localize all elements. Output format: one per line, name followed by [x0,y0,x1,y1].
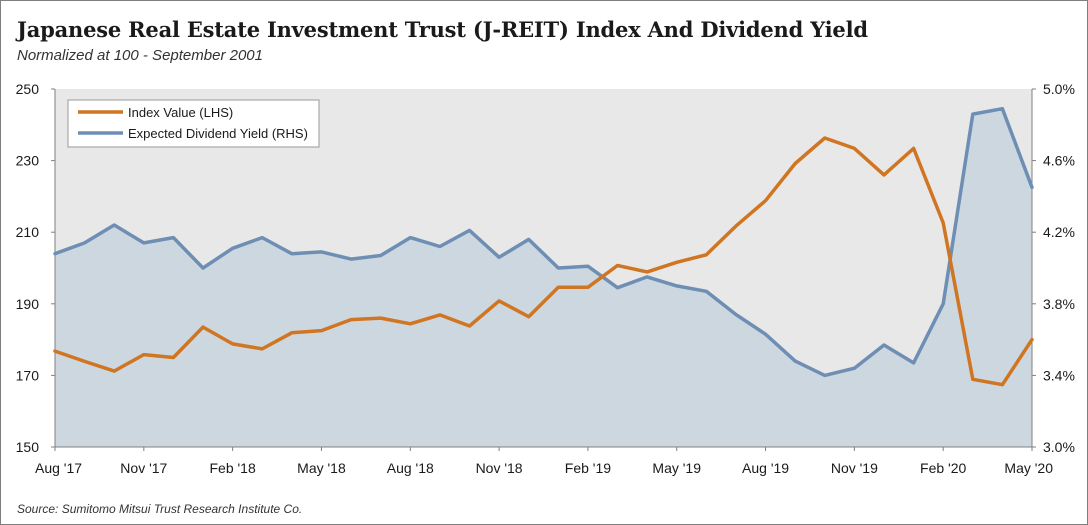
left-axis-tick-label: 210 [16,224,40,240]
x-axis-tick-label: May '20 [1004,460,1053,476]
chart-title: Japanese Real Estate Investment Trust (J… [17,17,868,42]
x-axis-tick-label: Nov '19 [831,460,878,476]
right-axis-tick-label: 3.4% [1043,367,1075,383]
left-axis-tick-label: 190 [16,296,40,312]
left-axis-tick-label: 250 [16,81,40,97]
lines-layer [53,106,1034,387]
yield-area-layer [55,108,1032,447]
x-axis-tick-label: Feb '19 [565,460,611,476]
x-axis-tick-label: May '18 [297,460,346,476]
right-axis-tick-label: 3.0% [1043,439,1075,455]
x-axis-tick-label: May '19 [652,460,701,476]
right-axis-tick-label: 4.2% [1043,224,1075,240]
source-note: Source: Sumitomo Mitsui Trust Research I… [17,502,303,516]
legend-label: Expected Dividend Yield (RHS) [128,126,308,141]
x-axis-tick-label: Nov '18 [476,460,523,476]
yield-area [55,108,1032,447]
x-axis-tick-label: Aug '18 [387,460,434,476]
legend: Index Value (LHS) Expected Dividend Yield… [67,99,320,148]
x-axis-tick-label: Feb '20 [920,460,966,476]
left-axis-tick-label: 170 [16,367,40,383]
right-axis-tick-label: 5.0% [1043,81,1075,97]
axes-layer: 150 170 190 210 230 250 3.0% 3.4% 3.8% 4.2% 4.6% 5.… [16,81,1075,476]
right-axis-tick-label: 3.8% [1043,296,1075,312]
x-axis-tick-label: Nov '17 [120,460,167,476]
chart-svg: 150 170 190 210 230 250 3.0% 3.4% 3.8% 4.2% 4.6% 5.… [16,81,1075,476]
x-axis-tick-label: Aug '19 [742,460,789,476]
legend-box [67,99,320,148]
left-axis-tick-label: 230 [16,153,40,169]
chart-subtitle: Normalized at 100 - September 2001 [17,47,263,64]
legend-label: Index Value (LHS) [128,105,233,120]
right-axis-tick-label: 4.6% [1043,153,1075,169]
x-axis-tick-label: Feb '18 [210,460,256,476]
left-axis-tick-label: 150 [16,439,40,455]
series-line-dividend-yield [53,106,1034,378]
x-axis-tick-label: Aug '17 [35,460,82,476]
series-line-index-value [53,136,1034,387]
